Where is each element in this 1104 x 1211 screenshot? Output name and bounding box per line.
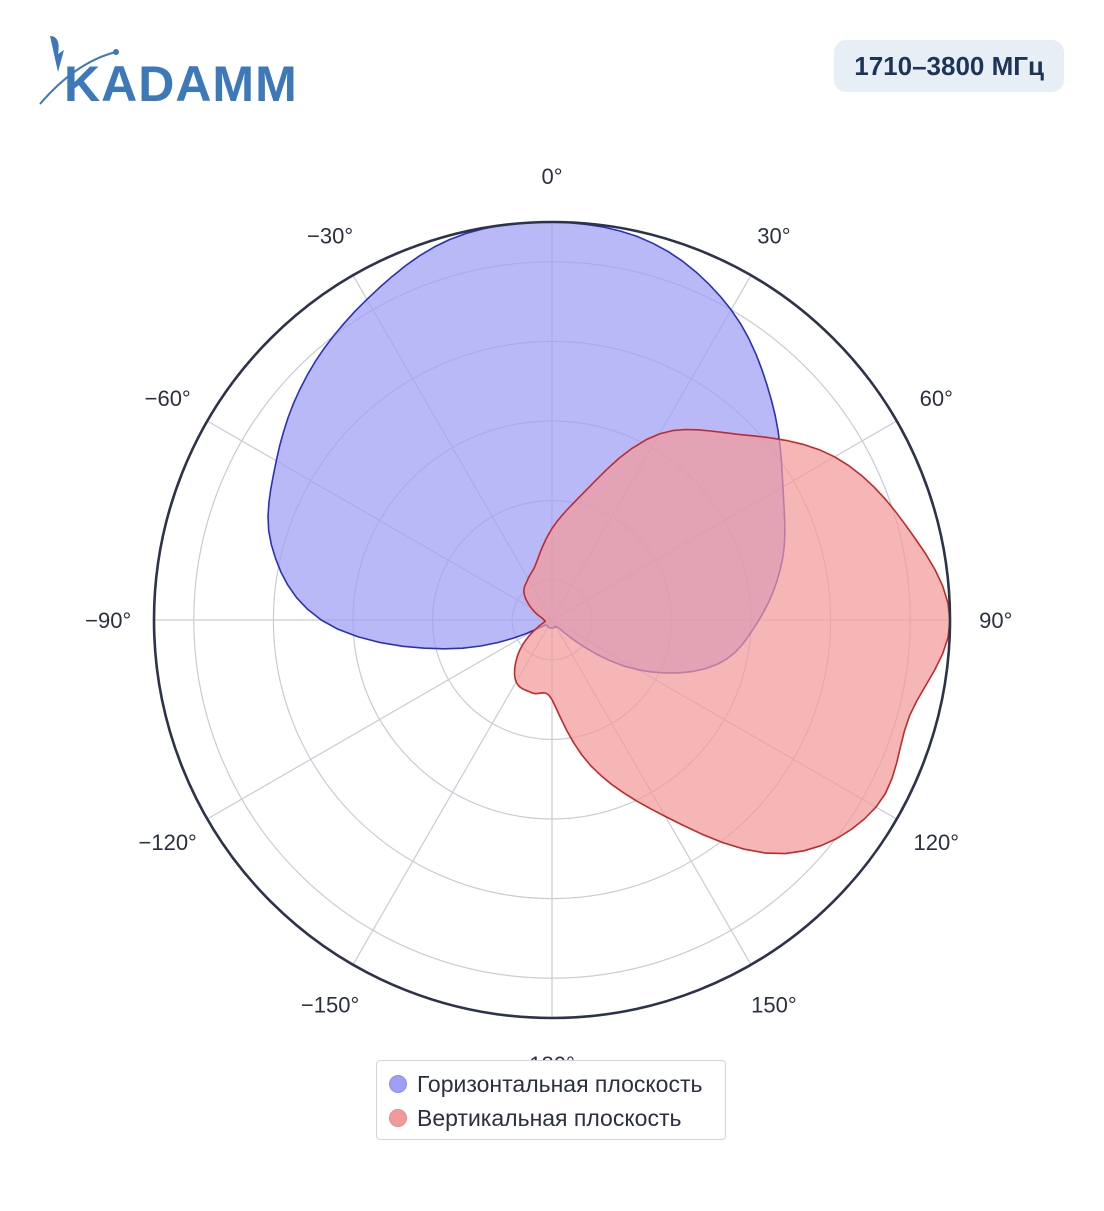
outer-ring xyxy=(152,220,952,1020)
legend-item-horizontal[interactable]: Горизонтальная плоскость xyxy=(389,1067,713,1101)
legend-label-horizontal: Горизонтальная плоскость xyxy=(417,1070,703,1097)
series-layer xyxy=(267,221,951,855)
angular-tick-label: 180° xyxy=(529,1052,575,1060)
angular-tick-label: −120° xyxy=(139,830,197,855)
series-trace-vertical xyxy=(513,428,951,855)
legend-label-vertical: Вертикальная плоскость xyxy=(417,1104,682,1131)
legend: Горизонтальная плоскость Вертикальная пл… xyxy=(376,1060,726,1140)
logo-text: KADAMM xyxy=(64,56,298,112)
logo-mark-icon xyxy=(39,36,119,105)
angular-tick-labels: 0° 30° 60° 90° 120° 150° 180° −150° −120° −90° −60… xyxy=(85,164,1012,1060)
frequency-band-badge: 1710–3800 МГц xyxy=(834,40,1064,92)
legend-marker-vertical xyxy=(389,1109,407,1127)
angular-tick-label: 0° xyxy=(541,164,562,189)
legend-item-vertical[interactable]: Вертикальная плоскость xyxy=(389,1101,713,1135)
angular-tick-label: −150° xyxy=(301,992,359,1017)
angular-tick-label: −30° xyxy=(307,224,353,249)
angular-tick-label: 60° xyxy=(920,386,953,411)
angular-axis xyxy=(152,220,952,1020)
angular-tick-label: 120° xyxy=(914,830,960,855)
angular-gridline-8 xyxy=(207,619,553,820)
angular-tick-label: 30° xyxy=(757,224,790,249)
polar-chart: 0° 30° 60° 90° 120° 150° 180° −150° −120° −90° −60… xyxy=(85,164,1012,1060)
angular-tick-label: −90° xyxy=(85,608,131,633)
legend-marker-horizontal xyxy=(389,1075,407,1093)
kadamm-logo: KADAMM xyxy=(36,32,298,116)
angular-tick-label: 90° xyxy=(979,608,1012,633)
angular-tick-label: −60° xyxy=(145,386,191,411)
angular-tick-label: 150° xyxy=(751,992,797,1017)
